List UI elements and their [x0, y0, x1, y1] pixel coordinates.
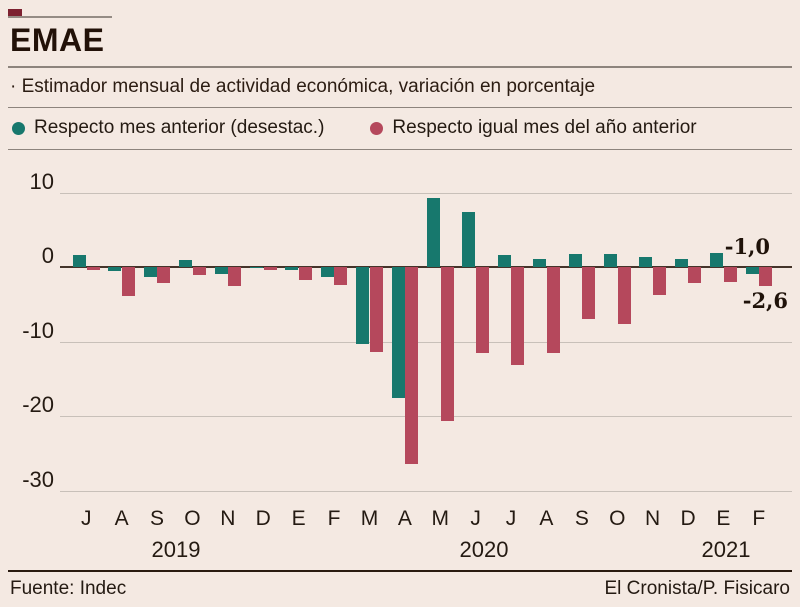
teal-bar	[250, 267, 263, 268]
legend-dot-red-icon	[370, 121, 384, 135]
teal-bar	[533, 258, 547, 267]
red-bar	[334, 267, 348, 285]
x-tick-label: D	[255, 507, 271, 530]
teal-bar	[710, 252, 724, 267]
red-bar	[263, 267, 277, 270]
grid-line	[60, 416, 792, 417]
teal-bar	[462, 211, 476, 267]
chart-title: EMAE	[10, 22, 105, 58]
x-tick-label: E	[716, 507, 731, 530]
grid-line	[60, 341, 792, 343]
x-tick-label: N	[645, 507, 661, 530]
legend-item: Respecto igual mes del año anterior	[370, 117, 697, 139]
x-tick-label: F	[327, 507, 341, 530]
teal-bar	[497, 255, 511, 267]
x-tick-label: A	[114, 507, 129, 530]
year-label: 2021	[701, 537, 751, 562]
brand-mark-icon	[8, 9, 22, 18]
red-bar	[228, 267, 242, 286]
red-bar	[546, 267, 560, 354]
x-tick-label: J	[470, 507, 481, 530]
red-bar	[369, 267, 383, 352]
red-bar	[440, 267, 454, 422]
red-bar	[688, 267, 702, 284]
x-tick-label: O	[609, 507, 626, 530]
x-tick-label: J	[505, 507, 517, 530]
red-bar	[405, 267, 419, 464]
x-tick-label: F	[752, 507, 766, 530]
teal-bar	[639, 256, 653, 267]
teal-bar	[320, 267, 334, 278]
x-tick-label: S	[150, 507, 165, 530]
legend-dot-teal-icon	[12, 121, 25, 135]
grid-line	[60, 490, 792, 492]
teal-bar	[143, 267, 157, 277]
red-bar	[86, 267, 100, 270]
x-tick-label: A	[397, 507, 412, 530]
year-label: 2019	[151, 537, 201, 562]
x-tick-label: M	[431, 507, 450, 530]
teal-bar	[674, 258, 688, 267]
divider	[8, 66, 792, 68]
x-tick-label: J	[81, 507, 92, 530]
teal-bar	[745, 267, 759, 275]
y-tick-label: -10	[22, 317, 54, 343]
red-bar	[192, 267, 206, 276]
brand-rule	[8, 16, 112, 18]
footer-rule	[8, 570, 792, 572]
teal-bar	[285, 267, 299, 270]
red-bar	[511, 267, 525, 366]
red-bar	[475, 267, 489, 353]
x-tick-label: E	[291, 507, 306, 530]
teal-bar	[427, 198, 440, 267]
x-tick-label: N	[220, 507, 236, 530]
legend-item: Respecto mes anterior (desestac.)	[12, 117, 324, 139]
red-bar	[723, 267, 737, 282]
red-bar	[759, 267, 773, 287]
divider	[8, 107, 792, 108]
x-tick-label: S	[574, 507, 589, 530]
footer-credit: El Cronista/P. Fisicaro	[604, 578, 791, 599]
year-label: 2020	[459, 537, 509, 562]
chart-subtitle: · Estimador mensual de actividad económi…	[10, 76, 596, 97]
teal-bar	[604, 253, 617, 267]
x-tick-label: M	[360, 507, 379, 530]
red-bar	[121, 267, 135, 297]
teal-bar	[568, 253, 582, 267]
legend: Respecto mes anterior (desestac.) Respec…	[12, 117, 697, 139]
y-tick-label: -30	[22, 466, 54, 492]
teal-bar	[73, 255, 86, 267]
y-tick-label: 0	[41, 243, 54, 268]
teal-bar	[108, 267, 122, 272]
y-tick-label: -20	[22, 392, 54, 417]
teal-bar	[391, 267, 405, 399]
legend-label: Respecto mes anterior (desestac.)	[34, 117, 325, 138]
bar-chart: 10 0 -10 -20 -30 J A S O N D E F M A M J J A S O N D E F 2019 2020…	[0, 160, 800, 607]
grid-line	[60, 266, 792, 268]
x-tick-label: D	[680, 507, 696, 530]
footer-source: Fuente: Indec	[10, 578, 127, 599]
teal-bar	[356, 267, 370, 345]
divider	[8, 149, 792, 150]
red-bar	[298, 267, 312, 281]
teal-bar	[179, 260, 193, 267]
red-bar	[617, 267, 631, 324]
y-tick-label: 10	[29, 168, 54, 194]
grid-line	[60, 192, 792, 194]
x-tick-label: A	[539, 507, 554, 530]
red-bar	[652, 267, 666, 296]
red-bar	[157, 267, 171, 283]
annotation-last-value: -2,6	[742, 288, 788, 313]
annotation-last-value: -1,0	[724, 234, 770, 259]
teal-bar	[214, 267, 228, 274]
x-tick-label: O	[184, 507, 201, 530]
red-bar	[582, 267, 596, 320]
legend-label: Respecto igual mes del año anterior	[392, 117, 697, 138]
